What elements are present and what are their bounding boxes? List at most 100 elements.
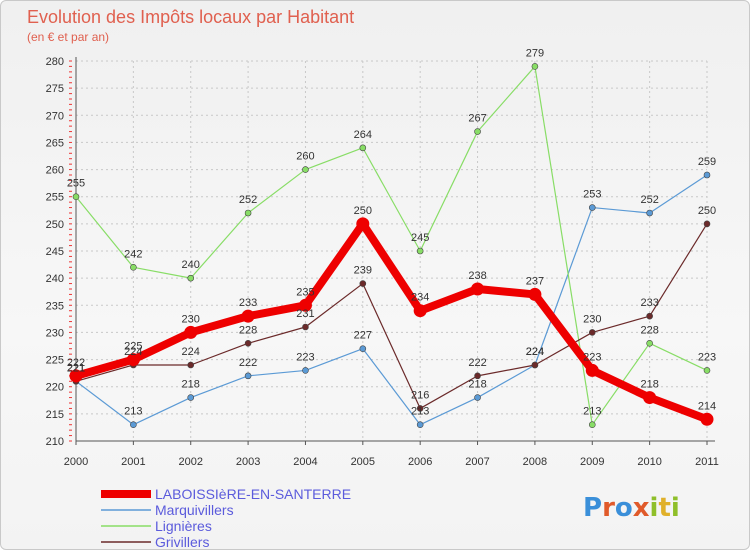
data-point — [359, 144, 367, 152]
data-label: 230 — [182, 313, 200, 325]
data-label: 230 — [583, 313, 601, 325]
x-tick-label: 2007 — [465, 456, 489, 468]
data-label: 237 — [526, 275, 544, 287]
data-point — [302, 323, 309, 331]
data-label: 233 — [640, 297, 658, 309]
legend-label: Lignières — [155, 518, 212, 534]
data-label: 222 — [468, 357, 486, 369]
data-point — [130, 421, 137, 429]
data-point — [244, 209, 252, 217]
data-point — [588, 421, 596, 429]
y-tick-label: 215 — [46, 409, 64, 421]
data-label: 228 — [239, 324, 257, 336]
data-label: 221 — [67, 362, 85, 374]
y-tick-label: 220 — [46, 382, 64, 394]
data-label: 222 — [67, 357, 85, 369]
y-tick-label: 255 — [46, 192, 64, 204]
data-label: 221 — [67, 362, 85, 374]
x-tick-label: 2011 — [695, 456, 719, 468]
data-label: 222 — [239, 357, 257, 369]
y-tick-label: 230 — [46, 327, 64, 339]
data-label: 252 — [239, 194, 257, 206]
data-label: 264 — [354, 129, 372, 141]
data-label: 250 — [354, 205, 372, 217]
data-label: 218 — [640, 379, 658, 391]
data-label: 224 — [526, 346, 544, 358]
logo-letter: x — [633, 493, 650, 523]
data-point — [474, 128, 481, 135]
data-point — [244, 372, 252, 380]
proxiti-logo: Proxiti — [583, 493, 680, 523]
data-label: 267 — [468, 113, 486, 125]
data-point — [528, 287, 542, 301]
data-label: 250 — [698, 205, 716, 217]
x-tick-label: 2006 — [408, 456, 432, 468]
data-label: 223 — [583, 351, 601, 363]
data-point — [531, 63, 539, 70]
y-tick-label: 225 — [46, 355, 64, 367]
series-line — [75, 174, 708, 426]
data-label: 234 — [411, 292, 429, 304]
logo-letter: r — [602, 493, 615, 523]
y-tick-label: 235 — [46, 300, 64, 312]
x-tick-label: 2010 — [637, 456, 661, 468]
data-label: 218 — [468, 379, 486, 391]
legend: LABOISSIèRE-EN-SANTERREMarquivillersLign… — [101, 486, 351, 550]
data-point — [359, 345, 367, 353]
chart-title: Evolution des Impôts locaux par Habitant — [27, 7, 354, 27]
data-point — [72, 193, 80, 201]
data-point — [588, 204, 596, 211]
data-label: 279 — [526, 47, 544, 59]
x-tick-label: 2000 — [64, 456, 88, 468]
data-point — [700, 412, 714, 426]
data-labels: 221 213 218 222 223 227 213 218 224 253 252 259 255 2… — [67, 47, 716, 417]
y-tick-label: 265 — [46, 137, 64, 149]
logo-letter: o — [615, 493, 633, 523]
data-label: 235 — [296, 286, 314, 298]
legend-label: Marquivillers — [155, 502, 234, 518]
y-tick-label: 275 — [46, 83, 64, 95]
data-label: 224 — [526, 346, 544, 358]
data-label: 260 — [296, 151, 314, 163]
y-tick-label: 210 — [46, 436, 64, 448]
legend-label: LABOISSIèRE-EN-SANTERRE — [155, 486, 351, 502]
x-tick-label: 2009 — [580, 456, 604, 468]
data-point — [69, 369, 83, 383]
data-label: 253 — [583, 189, 601, 201]
data-label: 213 — [583, 406, 601, 418]
data-point — [646, 209, 653, 217]
data-label: 225 — [124, 341, 142, 353]
data-point — [585, 363, 599, 377]
data-label: 259 — [698, 156, 716, 168]
data-point — [126, 353, 140, 367]
data-label: 224 — [124, 346, 142, 358]
data-point — [302, 166, 309, 173]
data-label: 218 — [182, 379, 200, 391]
data-point — [298, 298, 312, 312]
data-point — [244, 339, 252, 347]
series-line — [75, 223, 708, 410]
data-point — [413, 304, 427, 318]
data-label: 213 — [411, 406, 429, 418]
data-label: 224 — [182, 346, 200, 358]
x-tick-label: 2003 — [236, 456, 260, 468]
logo-letter: P — [583, 493, 602, 523]
y-tick-label: 280 — [46, 56, 64, 68]
data-label: 213 — [124, 406, 142, 418]
series-group — [69, 63, 714, 429]
data-point — [302, 367, 309, 374]
data-point — [416, 247, 424, 255]
y-tick-label: 240 — [46, 273, 64, 285]
data-point — [588, 329, 596, 336]
data-label: 231 — [296, 308, 314, 320]
chart-subtitle: (en € et par an) — [27, 30, 109, 44]
data-label: 255 — [67, 178, 85, 190]
data-point — [531, 361, 539, 369]
legend-label: Grivillers — [155, 534, 209, 550]
data-label: 238 — [468, 270, 486, 282]
x-axis: 2000 2001 2002 2003 2004 2005 2006 2007 2008 2009… — [64, 440, 719, 468]
data-point — [474, 372, 481, 380]
data-label: 227 — [354, 330, 372, 342]
